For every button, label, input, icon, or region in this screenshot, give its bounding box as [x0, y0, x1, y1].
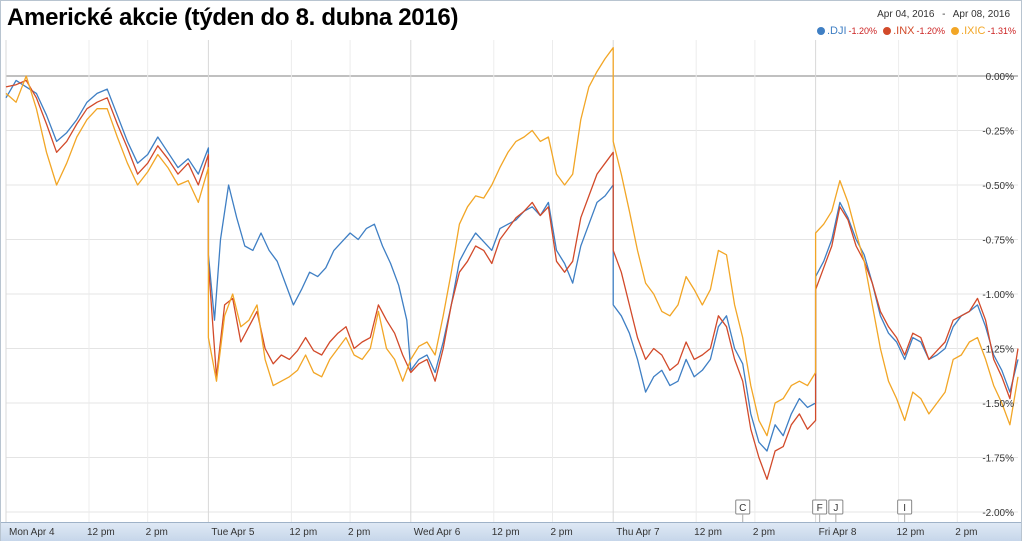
event-marker-label: I — [903, 503, 906, 514]
x-day-label: Tue Apr 5 — [211, 527, 254, 538]
date-range: Apr 04, 2016 - Apr 08, 2016 — [877, 9, 1010, 20]
label-layer: 0.00% -0.25% -0.50% -0.75% -1.00% -1.25% -1.50… — [9, 72, 1014, 538]
legend-item-inx[interactable]: .INX -1.20% — [883, 25, 945, 37]
x-intraday-label: 12 pm — [694, 527, 722, 538]
x-intraday-label: 2 pm — [955, 527, 977, 538]
legend-dot-icon — [951, 27, 960, 35]
y-tick-label: -0.75% — [982, 236, 1014, 247]
event-marker-label: C — [739, 503, 746, 514]
y-tick-label: -1.75% — [982, 454, 1014, 465]
y-tick-label: -1.50% — [982, 399, 1014, 410]
legend-item-dji[interactable]: .DJI -1.20% — [816, 25, 878, 37]
legend-series-change: -1.20% — [916, 26, 946, 36]
legend-series-name: .INX — [893, 25, 915, 37]
chart-legend: .DJI -1.20% .INX -1.20% .IXIC -1.31% — [816, 25, 1016, 37]
x-day-label: Wed Apr 6 — [414, 527, 461, 538]
x-day-label: Thu Apr 7 — [616, 527, 660, 538]
legend-series-name: .IXIC — [961, 25, 986, 37]
y-tick-label: -1.25% — [982, 345, 1014, 356]
x-intraday-label: 12 pm — [492, 527, 520, 538]
legend-series-change: -1.20% — [848, 26, 878, 36]
legend-series-name: .DJI — [826, 25, 847, 37]
x-intraday-label: 2 pm — [550, 527, 572, 538]
series-line-ixic — [5, 47, 1019, 437]
x-intraday-label: 12 pm — [897, 527, 925, 538]
event-marker-label: J — [833, 503, 838, 514]
y-tick-label: -0.25% — [982, 127, 1014, 138]
date-range-end: Apr 08, 2016 — [952, 9, 1010, 20]
y-tick-label: -1.00% — [982, 290, 1014, 301]
event-marker-label: F — [817, 503, 823, 514]
date-range-separator: - — [942, 9, 946, 20]
y-tick-label: 0.00% — [986, 72, 1014, 83]
x-intraday-label: 2 pm — [348, 527, 370, 538]
date-range-start: Apr 04, 2016 — [877, 9, 935, 20]
x-intraday-label: 2 pm — [146, 527, 168, 538]
legend-item-ixic[interactable]: .IXIC -1.31% — [951, 25, 1016, 37]
legend-series-change: -1.31% — [987, 26, 1016, 36]
series-layer — [5, 47, 1019, 480]
x-day-label: Mon Apr 4 — [9, 527, 55, 538]
chart-title: Americké akcie (týden do 8. dubna 2016) — [7, 4, 459, 31]
x-intraday-label: 2 pm — [753, 527, 775, 538]
grid-layer — [5, 40, 1018, 522]
legend-dot-icon — [816, 27, 825, 35]
legend-dot-icon — [883, 27, 892, 35]
x-intraday-label: 12 pm — [87, 527, 115, 538]
series-line-inx — [5, 79, 1019, 480]
y-tick-label: -2.00% — [982, 508, 1014, 519]
x-axis-band[interactable] — [1, 522, 1021, 541]
y-tick-label: -0.50% — [982, 181, 1014, 192]
x-intraday-label: 12 pm — [289, 527, 317, 538]
x-day-label: Fri Apr 8 — [819, 527, 857, 538]
